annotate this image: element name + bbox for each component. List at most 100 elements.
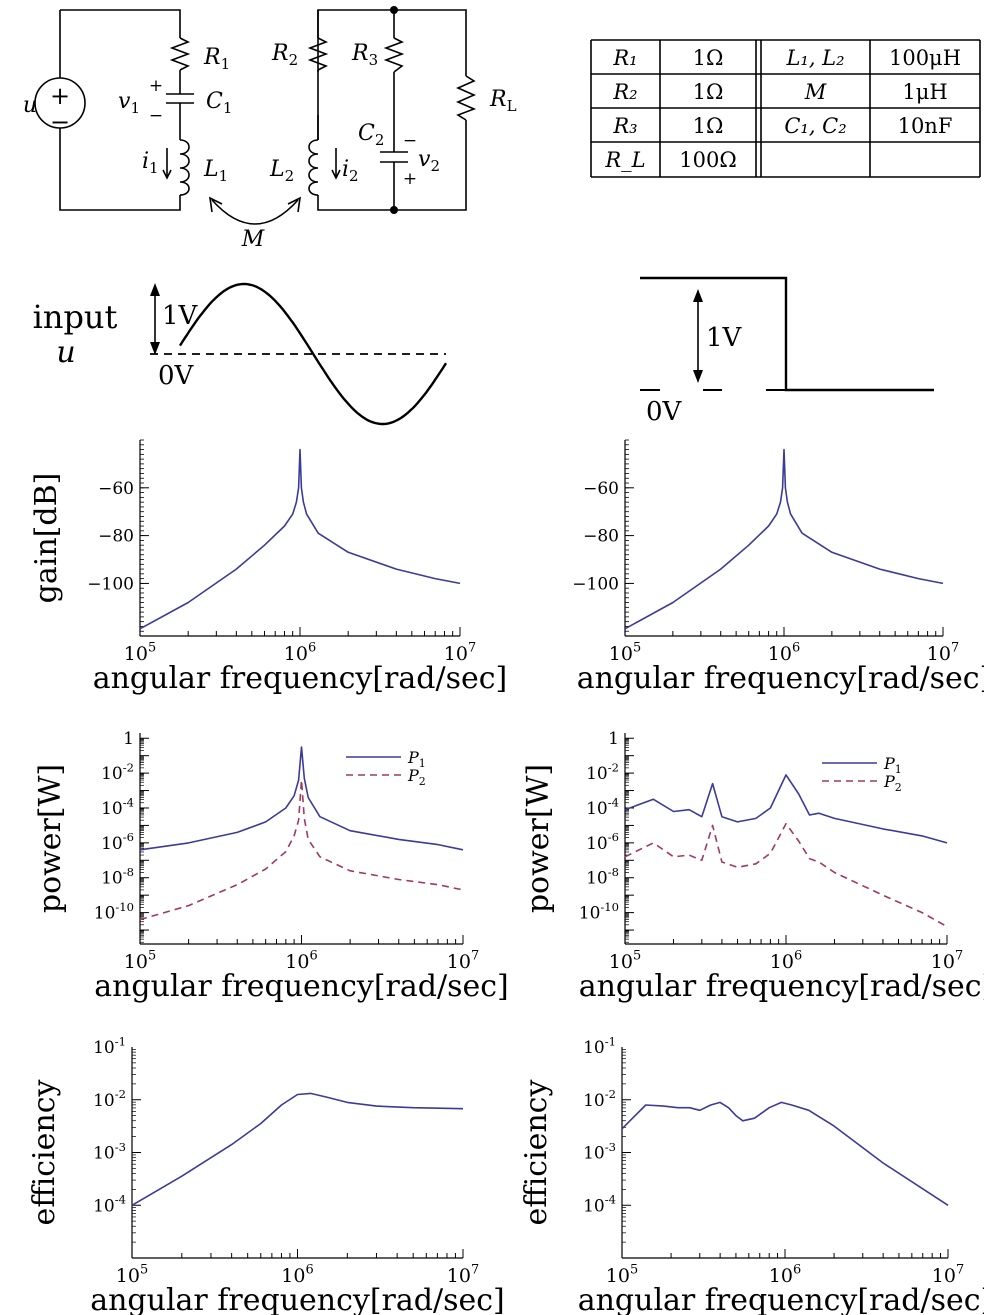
x-axis-label: angular frequency[rad/sec] [94, 969, 509, 1004]
input-label: input [33, 298, 118, 336]
series-line-p2 [624, 822, 948, 928]
y-tick-label: 10-3 [583, 1140, 616, 1164]
table-cell: 100μH [889, 46, 961, 70]
secondary-wire [317, 9, 467, 211]
y-tick-label: 10-4 [586, 795, 619, 819]
source-plus: + [50, 82, 70, 110]
x-tick-label: 107 [444, 640, 476, 665]
y-tick-label: 10-4 [101, 795, 134, 819]
inductor-l2 [308, 139, 319, 196]
y-tick-label: 10-6 [101, 830, 134, 854]
x-tick-label: 105 [124, 948, 156, 973]
c2-minus: − [403, 131, 417, 151]
pulse-zero-label: 0V [646, 397, 683, 427]
y-tick-label: 10-2 [93, 1087, 126, 1111]
y-tick-label: 10-10 [94, 900, 134, 924]
x-tick-label: 107 [931, 948, 963, 973]
table-cell: 10nF [898, 114, 953, 138]
mutual-arrow-right [287, 196, 302, 213]
pulse-amp-arrowhead-bottom [693, 370, 703, 383]
y-tick-label: 10-8 [586, 865, 619, 889]
y-tick-label: −80 [583, 527, 619, 547]
capacitor-c1 [166, 93, 194, 104]
y-tick-label: 10-2 [101, 760, 134, 784]
y-tick-label: −60 [583, 479, 619, 499]
y-tick-label: 1 [123, 729, 134, 749]
y-tick-label: 10-10 [579, 900, 619, 924]
table-cell: 1Ω [693, 80, 724, 104]
sine-waveform [178, 282, 448, 426]
y-tick-label: −80 [98, 527, 134, 547]
resistor-r2 [307, 37, 329, 71]
i1-label: i1 [142, 149, 159, 177]
c1-label: C1 [206, 89, 232, 117]
x-axis-label: angular frequency[rad/sec] [93, 661, 508, 696]
i2-arrowhead [331, 169, 341, 180]
resistor-r3 [383, 37, 405, 73]
pulse-waveform [640, 276, 934, 392]
sine-amp-label: 1V [162, 301, 199, 331]
x-tick-label: 106 [769, 1262, 801, 1287]
table-cell: R₁ [612, 46, 637, 70]
table-cell: 100Ω [679, 148, 737, 172]
series-line-p1 [139, 746, 464, 851]
series-line-0 [139, 448, 461, 630]
y-tick-label: −100 [572, 574, 619, 594]
r2-label: R2 [271, 41, 298, 69]
c1-plus: + [149, 76, 163, 96]
sine-zero-label: 0V [158, 361, 195, 391]
y-tick-label: 1 [608, 729, 619, 749]
l2-label: L2 [269, 157, 294, 185]
voltage-source [34, 77, 86, 129]
y-tick-label: 10-3 [93, 1140, 126, 1164]
legend-label: P1 [407, 748, 426, 770]
x-tick-label: 106 [285, 948, 317, 973]
table-cell: R₂ [612, 80, 637, 104]
pulse-amp-arrowhead-top [693, 289, 703, 302]
sine-amp-arrowhead-top [150, 283, 160, 296]
c2-label: C2 [358, 121, 384, 149]
y-tick-label: −100 [87, 574, 134, 594]
y-tick-label: 10-4 [93, 1193, 126, 1217]
x-tick-label: 105 [609, 640, 641, 665]
source-label: u [23, 93, 37, 118]
series-line-0 [131, 1092, 464, 1206]
y-tick-label: −60 [98, 479, 134, 499]
source-minus: − [50, 108, 70, 136]
table-cell: C₁, C₂ [784, 114, 846, 138]
y-axis-label: efficiency [519, 1080, 554, 1226]
x-axis-label: angular frequency[rad/sec] [577, 661, 984, 696]
series-line-p1 [624, 774, 948, 844]
y-axis-label: power[W] [521, 764, 556, 913]
junction-bottom [390, 206, 398, 214]
i1-arrowhead [162, 169, 172, 180]
y-tick-label: 10-1 [583, 1034, 616, 1058]
c2-plus: + [403, 169, 417, 189]
parameter-table: R₁ 1Ω L₁, L₂ 100μH R₂ 1Ω M 1μH R₃ 1Ω C₁, C₂ 10nF R_L… [590, 39, 981, 178]
junction-top [390, 6, 398, 14]
x-tick-label: 105 [609, 948, 641, 973]
x-tick-label: 107 [927, 640, 959, 665]
x-tick-label: 106 [284, 640, 316, 665]
legend-label: P1 [883, 754, 902, 776]
series-line-0 [621, 1101, 949, 1206]
x-tick-label: 107 [447, 1262, 479, 1287]
mutual-arrow-left [208, 196, 223, 213]
table-cell: R₃ [612, 114, 637, 138]
circuit-labels: u + − R1 + − v1 C1 i1 L1 R2 R3 RL L2 i2 … [23, 41, 517, 252]
i2-label: i2 [342, 157, 359, 185]
r3-label: R3 [351, 41, 378, 69]
y-tick-label: 10-6 [586, 830, 619, 854]
x-tick-label: 105 [116, 1262, 148, 1287]
table-cell: M [804, 80, 827, 104]
v2-label: v2 [418, 147, 440, 175]
y-axis-label: gain[dB] [29, 473, 64, 604]
y-axis-label: efficiency [27, 1080, 62, 1226]
capacitor-c2 [380, 151, 408, 163]
table-cell: 1Ω [693, 114, 724, 138]
